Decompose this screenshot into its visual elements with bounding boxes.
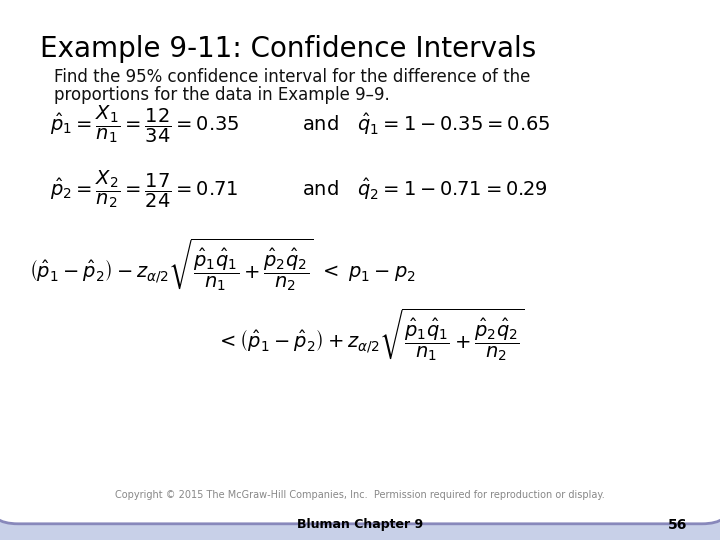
Text: and   $\hat{q}_2 = 1 - 0.71 = 0.29$: and $\hat{q}_2 = 1 - 0.71 = 0.29$ — [302, 176, 548, 202]
Text: 56: 56 — [668, 518, 688, 532]
Text: Example 9-11: Confidence Intervals: Example 9-11: Confidence Intervals — [40, 35, 536, 63]
Text: $\hat{p}_2 = \dfrac{X_2}{n_2} = \dfrac{17}{24} = 0.71$: $\hat{p}_2 = \dfrac{X_2}{n_2} = \dfrac{1… — [50, 168, 238, 210]
Text: Copyright © 2015 The McGraw-Hill Companies, Inc.  Permission required for reprod: Copyright © 2015 The McGraw-Hill Compani… — [115, 490, 605, 501]
Text: Find the 95% confidence interval for the difference of the: Find the 95% confidence interval for the… — [54, 68, 531, 85]
Text: and   $\hat{q}_1 = 1 - 0.35 = 0.65$: and $\hat{q}_1 = 1 - 0.35 = 0.65$ — [302, 111, 551, 137]
Text: proportions for the data in Example 9–9.: proportions for the data in Example 9–9. — [54, 86, 390, 104]
Text: $\left(\hat{p}_1 - \hat{p}_2\right) - z_{\alpha/2}\sqrt{\dfrac{\hat{p}_1\hat{q}_: $\left(\hat{p}_1 - \hat{p}_2\right) - z_… — [29, 236, 415, 293]
Text: $< \left(\hat{p}_1 - \hat{p}_2\right) + z_{\alpha/2}\sqrt{\dfrac{\hat{p}_1\hat{q: $< \left(\hat{p}_1 - \hat{p}_2\right) + … — [216, 306, 525, 363]
Text: $\hat{p}_1 = \dfrac{X_1}{n_1} = \dfrac{12}{34} = 0.35$: $\hat{p}_1 = \dfrac{X_1}{n_1} = \dfrac{1… — [50, 103, 240, 145]
FancyBboxPatch shape — [0, 0, 720, 524]
Text: Bluman Chapter 9: Bluman Chapter 9 — [297, 518, 423, 531]
